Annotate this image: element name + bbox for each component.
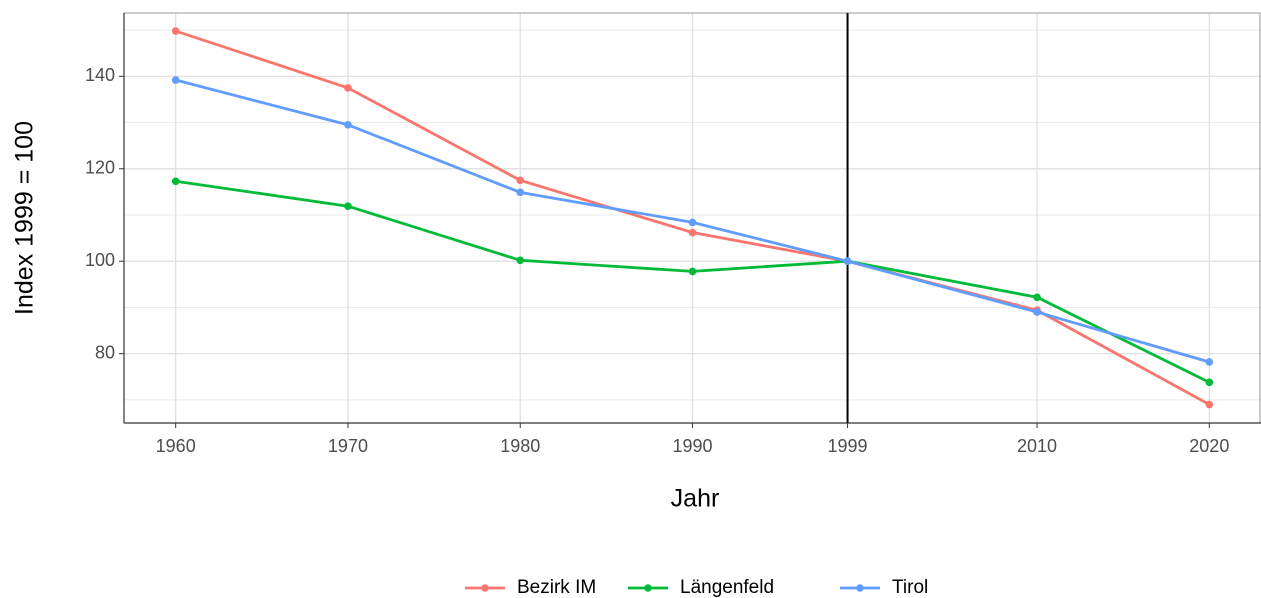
x-tick-label: 1980 xyxy=(500,436,540,456)
data-point xyxy=(688,218,697,227)
x-tick-label: 2020 xyxy=(1189,436,1229,456)
legend-key-point xyxy=(481,584,489,592)
y-tick-label: 140 xyxy=(85,65,115,85)
data-point xyxy=(171,177,180,186)
data-point xyxy=(1205,400,1214,409)
data-point xyxy=(843,257,852,266)
data-point xyxy=(344,121,352,129)
data-point xyxy=(171,76,180,84)
data-point xyxy=(688,267,697,276)
data-point xyxy=(1033,293,1041,302)
data-point xyxy=(1205,378,1214,387)
data-point xyxy=(171,27,180,35)
y-tick-label: 120 xyxy=(85,158,115,178)
data-point xyxy=(516,256,525,265)
x-tick-label: 1999 xyxy=(828,436,868,456)
y-axis-title: Index 1999 = 100 xyxy=(11,121,39,315)
data-point xyxy=(344,202,352,211)
data-point xyxy=(688,228,697,237)
data-point xyxy=(1205,358,1214,366)
x-tick-label: 2010 xyxy=(1017,436,1057,456)
x-axis-title: Jahr xyxy=(671,485,720,513)
legend-key-point xyxy=(856,584,864,592)
legend-key-point xyxy=(644,584,652,592)
legend-label: Tirol xyxy=(892,577,928,598)
legend-label: Längenfeld xyxy=(680,577,774,598)
x-tick-label: 1990 xyxy=(672,436,712,456)
x-tick-label: 1970 xyxy=(328,436,368,456)
y-tick-label: 80 xyxy=(95,342,115,362)
x-tick-label: 1960 xyxy=(156,436,196,456)
legend-label: Bezirk IM xyxy=(517,577,596,598)
y-tick-label: 100 xyxy=(85,250,115,270)
data-point xyxy=(1033,308,1041,316)
data-point xyxy=(344,84,352,92)
data-point xyxy=(516,176,525,185)
data-point xyxy=(516,188,525,197)
